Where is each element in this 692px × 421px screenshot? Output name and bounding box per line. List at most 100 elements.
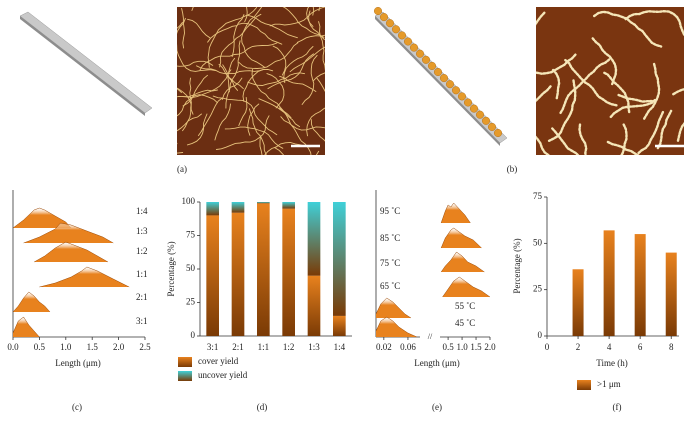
fiber: [591, 37, 618, 86]
fiber: [247, 103, 260, 136]
fiber: [177, 17, 216, 72]
fiber: [269, 7, 325, 27]
ridge-line: [33, 241, 109, 263]
x-tick-label: 6: [638, 342, 643, 352]
series-label: 85 ˚C: [380, 233, 400, 243]
bar: [257, 202, 270, 204]
fiber: [280, 116, 325, 131]
ridge-fill: [376, 317, 417, 337]
x-tick-label: 4: [607, 342, 612, 352]
fiber: [214, 103, 231, 141]
fiber: [551, 68, 561, 100]
fiber: [642, 62, 661, 121]
fiber: [247, 72, 306, 86]
fiber: [251, 68, 292, 119]
fiber: [219, 13, 262, 68]
bar: [603, 230, 615, 336]
ridge-fill: [376, 298, 411, 318]
series-label: 2:1: [136, 292, 148, 302]
fiber: [259, 135, 263, 155]
panel-b-illustration: [374, 6, 508, 146]
x-tick-label: 1:4: [334, 342, 346, 352]
bar: [333, 315, 346, 336]
fiber: [264, 141, 311, 155]
x-tick-label: 1:2: [283, 342, 295, 352]
legend-label: cover yield: [198, 356, 239, 366]
series-label: 45 ˚C: [455, 318, 475, 328]
fiber: [187, 18, 211, 39]
fiber: [222, 64, 239, 91]
fiber: [578, 123, 588, 155]
x-tick-label: 2.5: [139, 342, 151, 352]
bar: [634, 234, 646, 336]
ridge-fill: [13, 208, 72, 228]
x-axis-title: Length (μm): [414, 358, 460, 368]
legend-swatch: [178, 371, 192, 381]
ridge-fill: [442, 277, 490, 297]
y-tick-label: 0: [538, 330, 543, 340]
panel-label: (d): [257, 402, 268, 412]
x-tick-label: 0: [545, 342, 550, 352]
x-tick-label: 8: [669, 342, 674, 352]
fiber: [238, 42, 299, 69]
fiber: [177, 142, 178, 145]
fiber: [593, 10, 663, 48]
fiber: [602, 71, 631, 114]
legend-label: >1 μm: [597, 379, 621, 389]
fiber: [656, 109, 673, 150]
series-label: 1:4: [136, 206, 148, 216]
fiber: [306, 7, 314, 27]
bar: [206, 215, 219, 336]
ridge-line: [23, 222, 114, 244]
ridge-line: [375, 297, 412, 319]
fiber: [224, 126, 284, 149]
fiber: [225, 40, 241, 109]
fiber: [279, 75, 317, 92]
nanoparticle: [386, 19, 395, 28]
nanoparticle: [488, 122, 497, 131]
x-tick-label: 0.5: [442, 342, 454, 352]
nanoparticle: [482, 116, 491, 125]
series-label: 75 ˚C: [380, 258, 400, 268]
nanoparticle: [458, 92, 467, 101]
x-tick-label: 0.02: [376, 342, 392, 352]
fiber: [177, 89, 218, 98]
fiber: [672, 88, 684, 96]
x-tick-label: 3:1: [207, 342, 219, 352]
fiber: [266, 73, 285, 109]
x-tick-label: 1.0: [60, 342, 72, 352]
x-tick-label: 2.0: [113, 342, 125, 352]
bar: [333, 202, 346, 316]
panel-label: (c): [72, 402, 82, 412]
fiber: [177, 152, 184, 154]
fiber: [221, 77, 243, 100]
fiber: [244, 7, 248, 23]
x-tick-label: 1.0: [456, 342, 468, 352]
fiber: [547, 79, 577, 142]
ridge-line: [440, 251, 485, 273]
panel-label: (f): [613, 402, 622, 412]
y-tick-label: 50: [186, 263, 196, 273]
fiber: [181, 7, 185, 49]
x-tick-label: 1.5: [470, 342, 482, 352]
fiber: [318, 21, 325, 71]
fiber: [248, 108, 267, 155]
series-label: 1:3: [136, 226, 148, 236]
fiber: [636, 110, 665, 155]
ribbon-side: [375, 16, 500, 146]
fiber: [177, 60, 214, 67]
fiber: [207, 7, 258, 68]
ridge-line: [12, 207, 72, 229]
legend-swatch: [178, 357, 192, 367]
bar: [307, 202, 321, 276]
fiber: [196, 65, 265, 75]
legend-swatch: [577, 380, 591, 390]
fiber: [199, 42, 278, 71]
nanoparticle: [398, 31, 407, 40]
series-label: 1:2: [136, 246, 148, 256]
x-tick-label: 2.0: [484, 342, 496, 352]
ridge-fill: [39, 267, 130, 287]
nanoparticle: [464, 98, 473, 107]
bar: [231, 212, 245, 336]
nanoparticle: [392, 25, 401, 34]
